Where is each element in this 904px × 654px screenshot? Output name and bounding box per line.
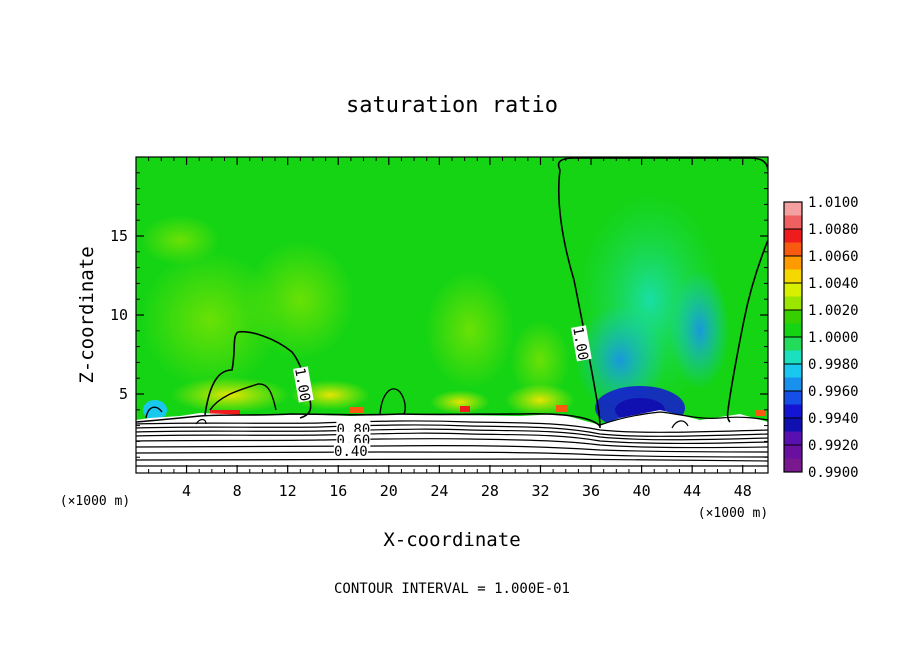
saturation-contour-right-b	[726, 239, 768, 423]
field-patch	[556, 405, 568, 412]
x-axis: 4 8 12 16 20 24 28 32 36 40 44 48	[148, 157, 756, 500]
colorbar-swatch	[784, 310, 802, 324]
field-patch	[670, 270, 730, 390]
x-tick-label: 28	[481, 482, 499, 500]
colorbar-label: 0.9920	[808, 438, 859, 454]
colorbar-swatch	[784, 215, 802, 230]
colorbar-swatch	[784, 350, 802, 365]
y-axis-label: Z-coordinate	[76, 246, 98, 383]
x-axis-label: X-coordinate	[383, 529, 520, 551]
colorbar-swatch	[784, 283, 802, 297]
field-patch	[170, 377, 290, 413]
colorbar-swatch	[784, 404, 802, 419]
saturation-contour-small	[195, 418, 207, 425]
colorbar-label: 1.0100	[808, 195, 859, 211]
colorbar-swatch	[784, 242, 802, 257]
colorbar-label: 0.9940	[808, 411, 859, 427]
plot-field	[136, 157, 768, 473]
contour-label: 0.40	[333, 442, 368, 460]
field-patch	[350, 407, 364, 413]
contour-label-text: 1.00	[291, 367, 313, 403]
field-patch	[756, 410, 766, 416]
x-tick-label: 16	[329, 482, 347, 500]
colorbar-label: 1.0020	[808, 303, 859, 319]
colorbar-swatch	[784, 269, 802, 284]
chart-title: saturation ratio	[346, 93, 558, 118]
x-tick-label: 4	[182, 482, 191, 500]
colorbar-swatch	[784, 377, 802, 392]
colorbar-swatch	[784, 431, 802, 446]
colorbar-swatch	[784, 337, 802, 351]
colorbar-swatch	[784, 418, 802, 432]
saturation-contour-top	[557, 157, 768, 171]
saturation-contour-small	[671, 420, 689, 429]
field-patch	[430, 390, 490, 414]
contour-label-bg	[571, 325, 592, 362]
low-contours	[136, 411, 768, 467]
field-patch	[143, 400, 167, 420]
y-tick-label: 10	[110, 306, 128, 324]
colorbar-swatch	[784, 296, 802, 311]
colorbar-swatch	[784, 256, 802, 270]
colorbar-label: 1.0080	[808, 222, 859, 238]
contour-label: 1.00	[569, 325, 592, 362]
colorbar-swatch	[784, 364, 802, 378]
colorbar-label: 1.0000	[808, 330, 859, 346]
field-patch	[460, 406, 470, 412]
x-unit-right: (×1000 m)	[698, 506, 768, 521]
colorbar-label: 1.0040	[808, 276, 859, 292]
colorbar-label: 0.9980	[808, 357, 859, 373]
colorbar-swatch	[784, 202, 802, 216]
field-patch	[510, 320, 570, 400]
contour-label-text: 1.00	[569, 326, 591, 362]
colorbar-swatch	[784, 323, 802, 338]
y-tick-label: 5	[119, 385, 128, 403]
field-patch	[245, 240, 355, 360]
y-axis: 5 10 15	[110, 172, 768, 458]
saturation-contour-right-a	[557, 169, 601, 429]
contour-label-text: 0.40	[334, 444, 368, 460]
subsaturated-layer	[136, 410, 768, 473]
colorbar-swatch	[784, 458, 802, 473]
contour-label-bg	[333, 442, 368, 458]
contour-label: 1.00	[291, 366, 314, 403]
colorbar-swatch	[784, 229, 802, 243]
saturation-contour-small	[145, 406, 163, 419]
saturation-contour-left-inner	[209, 383, 277, 411]
x-tick-label: 12	[279, 482, 297, 500]
cloud-base-contour	[136, 413, 601, 427]
field-patch	[425, 270, 515, 390]
x-tick-label: 20	[380, 482, 398, 500]
colorbar-label: 1.0060	[808, 249, 859, 265]
field-patch	[140, 250, 280, 390]
colorbar-swatch	[784, 391, 802, 405]
colorbar-label: 0.9900	[808, 465, 859, 481]
x-tick-label: 32	[531, 482, 549, 500]
contour-labels: 1.001.000.800.600.40	[291, 325, 592, 460]
field-patch	[210, 410, 240, 415]
x-tick-label: 24	[430, 482, 448, 500]
field-patch	[140, 215, 220, 265]
saturation-contour-left	[204, 330, 312, 419]
colorbar: 1.0100 1.0080 1.0060 1.0040 1.0020 1.0000 0.99…	[783, 195, 859, 481]
x-tick-label: 36	[582, 482, 600, 500]
colorbar-swatch	[784, 445, 802, 459]
x-tick-label: 40	[633, 482, 651, 500]
y-tick-label: 15	[110, 227, 128, 245]
contour-interval-note: CONTOUR INTERVAL = 1.000E-01	[334, 581, 570, 597]
x-unit-left: (×1000 m)	[60, 494, 130, 509]
x-tick-label: 44	[683, 482, 701, 500]
colorbar-label: 0.9960	[808, 384, 859, 400]
contour-label-bg	[293, 366, 314, 403]
x-tick-label: 48	[734, 482, 752, 500]
saturation-contour-bump	[379, 388, 406, 415]
x-tick-label: 8	[233, 482, 242, 500]
